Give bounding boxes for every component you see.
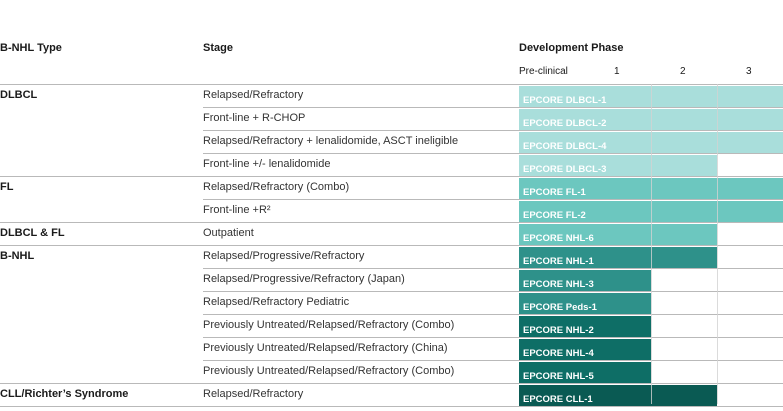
row-separator — [203, 107, 783, 108]
table-bottom-line — [0, 406, 783, 407]
stage-column-header: Stage — [203, 42, 233, 54]
stage-label: Relapsed/Refractory Pediatric — [203, 296, 350, 308]
row-separator — [203, 153, 783, 154]
type-label-dlbcl-fl: DLBCL & FL — [0, 227, 65, 239]
stage-label: Outpatient — [203, 227, 254, 239]
trial-name: EPCORE NHL-5 — [523, 371, 594, 382]
row-separator — [0, 245, 783, 246]
trial-progress-bar: EPCORE NHL-4 — [519, 339, 651, 360]
trial-name: EPCORE FL-2 — [523, 210, 586, 221]
stage-label: Front-line + R-CHOP — [203, 112, 306, 124]
row-separator — [203, 268, 783, 269]
stage-label: Relapsed/Refractory — [203, 89, 304, 101]
type-label-fl: FL — [0, 181, 14, 193]
phase-column-header: Development Phase — [519, 42, 624, 54]
trial-name: EPCORE NHL-4 — [523, 348, 594, 359]
type-label-cll: CLL/Richter’s Syndrome — [0, 388, 129, 400]
trial-name: EPCORE NHL-6 — [523, 233, 594, 244]
stage-label: Relapsed/Refractory (Combo) — [203, 181, 350, 193]
trial-name: EPCORE NHL-3 — [523, 279, 594, 290]
stage-label: Front-line +/- lenalidomide — [203, 158, 331, 170]
phase-label-preclinical: Pre-clinical — [519, 66, 568, 77]
row-separator — [0, 176, 783, 177]
row-separator — [0, 222, 783, 223]
trial-progress-bar: EPCORE DLBCL-3 — [519, 155, 717, 176]
trial-progress-bar: EPCORE NHL-2 — [519, 316, 651, 337]
trial-progress-bar: EPCORE Peds-1 — [519, 293, 651, 314]
stage-label: Previously Untreated/Relapsed/Refractory… — [203, 365, 455, 377]
trial-name: EPCORE DLBCL-2 — [523, 118, 607, 129]
trial-progress-bar: EPCORE NHL-1 — [519, 247, 717, 268]
trial-name: EPCORE CLL-1 — [523, 394, 593, 405]
row-separator — [203, 337, 783, 338]
row-separator — [203, 314, 783, 315]
trial-progress-bar: EPCORE NHL-5 — [519, 362, 651, 383]
trial-name: EPCORE NHL-1 — [523, 256, 594, 267]
row-separator — [203, 291, 783, 292]
trial-name: EPCORE FL-1 — [523, 187, 586, 198]
trial-progress-bar: EPCORE NHL-6 — [519, 224, 717, 245]
stage-label: Previously Untreated/Relapsed/Refractory… — [203, 342, 448, 354]
stage-label: Relapsed/Progressive/Refractory — [203, 250, 365, 262]
trial-name: EPCORE NHL-2 — [523, 325, 594, 336]
stage-label: Relapsed/Refractory — [203, 388, 304, 400]
type-label-dlbcl: DLBCL — [0, 89, 38, 101]
type-column-header: B-NHL Type — [0, 42, 62, 54]
phase-label-1: 1 — [614, 66, 620, 77]
trial-progress-bar: EPCORE NHL-3 — [519, 270, 651, 291]
trial-progress-bar: EPCORE CLL-1 — [519, 385, 717, 406]
row-separator — [203, 130, 783, 131]
type-label-bnhl: B-NHL — [0, 250, 35, 262]
phase-label-3: 3 — [746, 66, 752, 77]
trial-name: EPCORE DLBCL-3 — [523, 164, 607, 175]
trial-name: EPCORE DLBCL-1 — [523, 95, 607, 106]
row-separator — [203, 199, 783, 200]
stage-label: Relapsed/Refractory + lenalidomide, ASCT… — [203, 135, 459, 147]
trial-name: EPCORE DLBCL-4 — [523, 141, 607, 152]
trial-name: EPCORE Peds-1 — [523, 302, 597, 313]
row-separator — [203, 360, 783, 361]
stage-label: Previously Untreated/Relapsed/Refractory… — [203, 319, 455, 331]
stage-label: Relapsed/Progressive/Refractory (Japan) — [203, 273, 405, 285]
phase-gridline-1 — [651, 84, 652, 404]
stage-label: Front-line +R² — [203, 204, 271, 216]
header-separator — [0, 84, 783, 85]
phase-label-2: 2 — [680, 66, 686, 77]
row-separator — [0, 383, 783, 384]
phase-gridline-2 — [717, 84, 718, 404]
